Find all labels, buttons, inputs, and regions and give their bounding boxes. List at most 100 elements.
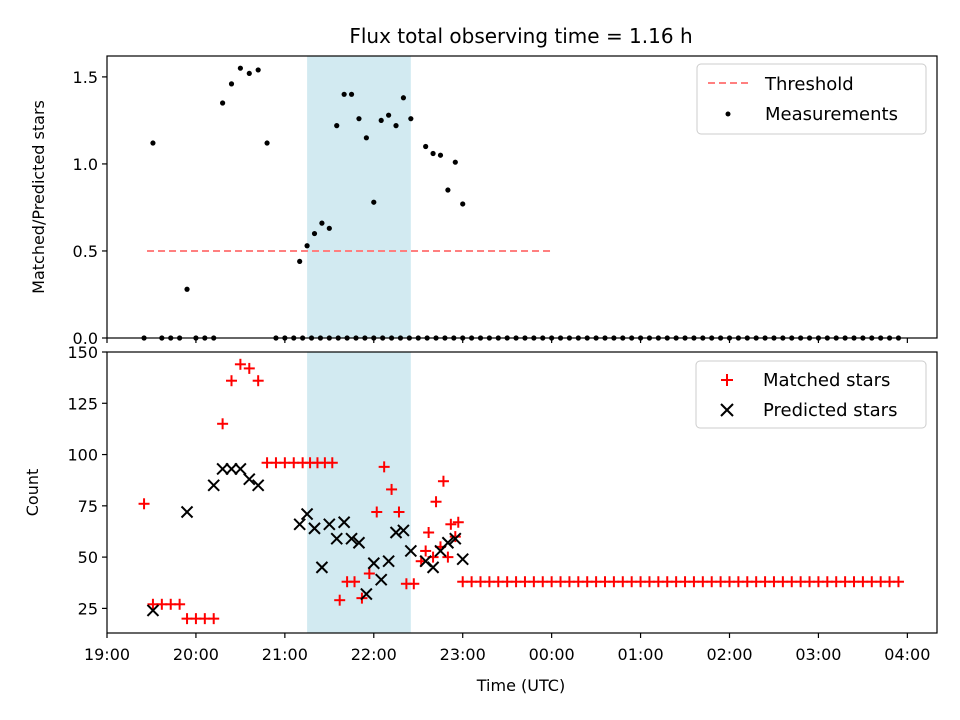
predicted-star-point <box>207 479 220 492</box>
x-tick-label: 01:00 <box>618 645 664 664</box>
predicted-star-point <box>404 544 418 558</box>
y-axis-label: Matched/Predicted stars <box>29 100 48 294</box>
matched-star-point <box>138 498 150 510</box>
measurement-point <box>460 201 466 207</box>
predicted-star-point <box>360 587 373 601</box>
x-tick-label: 19:00 <box>84 645 130 664</box>
legend-label-matched: Matched stars <box>763 370 890 391</box>
measurement-point <box>341 91 347 97</box>
matched-star-point <box>449 531 461 543</box>
predicted-star-point <box>441 536 455 549</box>
predicted-star-point <box>251 479 265 492</box>
highlight-span <box>307 352 411 633</box>
star-points <box>138 358 904 625</box>
measurement-point <box>393 123 399 129</box>
matched-star-point <box>217 418 229 430</box>
measurement-point <box>304 243 310 249</box>
matched-star-point <box>326 457 338 469</box>
plot-frame <box>106 55 938 339</box>
measurement-point <box>437 152 444 158</box>
x-tick-label: 02:00 <box>706 645 752 664</box>
matched-star-point <box>423 526 435 538</box>
plot-frame <box>106 351 938 634</box>
legend-label-predicted: Predicted stars <box>763 400 897 421</box>
predicted-star-point <box>337 516 351 529</box>
chart-title: Flux total observing time = 1.16 h <box>349 24 692 48</box>
y-tick-label: 1.0 <box>73 155 98 174</box>
x-tick-label: 20:00 <box>173 645 219 664</box>
matched-star-point <box>430 496 442 508</box>
matched-star-point <box>371 506 383 518</box>
matched-star-point <box>378 461 390 473</box>
predicted-star-point <box>300 507 314 521</box>
legend: Matched stars Predicted stars <box>695 360 927 429</box>
predicted-star-point <box>323 518 336 531</box>
measurement-point <box>452 159 458 165</box>
measurement-point <box>319 220 325 226</box>
legend-swatch-matched <box>721 374 733 386</box>
matched-star-point <box>437 475 449 487</box>
measurement-point <box>445 187 451 193</box>
legend-label-measurements: Measurements <box>765 104 898 125</box>
predicted-star-point <box>216 462 229 476</box>
measurement-point <box>408 116 414 122</box>
measurement-point <box>348 91 355 97</box>
matched-star-point <box>452 516 464 528</box>
matched-star-point <box>420 545 432 557</box>
predicted-star-point <box>225 462 238 476</box>
predicted-star-point <box>449 532 462 545</box>
predicted-star-point <box>345 532 358 545</box>
y-tick-label: 75 <box>78 497 98 516</box>
y-tick-label: 125 <box>67 394 98 413</box>
matched-star-point <box>243 362 255 374</box>
x-tick-label: 03:00 <box>795 645 841 664</box>
measurement-point <box>378 117 384 124</box>
predicted-star-point <box>389 526 403 539</box>
y-tick-label: 0.0 <box>73 329 98 348</box>
measurement-point <box>264 140 270 146</box>
matched-star-point <box>386 483 398 495</box>
matched-star-point <box>408 578 420 590</box>
measurement-point <box>326 225 332 231</box>
predicted-star-point <box>180 505 194 519</box>
predicted-star-point <box>374 573 388 586</box>
measurement-point <box>400 95 407 101</box>
predicted-star-point <box>330 532 343 545</box>
y-tick-label: 1.5 <box>73 68 98 87</box>
y-tick-label: 50 <box>78 548 98 567</box>
measurement-point <box>363 135 369 141</box>
legend-swatch-measurements <box>725 111 731 117</box>
y-axis-label: Count <box>23 469 42 517</box>
measurement-point <box>220 100 226 106</box>
measurement-point <box>255 67 261 73</box>
measurement-point <box>371 199 377 205</box>
predicted-star-point <box>456 552 469 566</box>
matched-star-point <box>363 568 375 580</box>
predicted-star-point <box>293 518 306 531</box>
measurement-point <box>228 81 235 87</box>
count-panel: 25 50 75 100 125 150 19:00 20:00 21:00 22:00 23:00… <box>23 343 938 695</box>
measurement-point <box>386 112 392 118</box>
measurement-point <box>423 143 429 150</box>
x-tick-label: 21:00 <box>262 645 308 664</box>
x-tick-label: 23:00 <box>440 645 486 664</box>
measurement-point <box>430 150 436 157</box>
legend-swatch-predicted <box>720 403 734 417</box>
predicted-star-point <box>352 536 366 549</box>
legend-frame <box>696 63 927 135</box>
predicted-star-point <box>426 561 440 574</box>
measurement-point <box>297 258 303 265</box>
y-tick-label: 25 <box>78 599 98 618</box>
legend: Threshold Measurements <box>696 63 927 135</box>
measurement-point <box>356 116 362 122</box>
measurement-point <box>150 140 156 146</box>
y-tick-label: 100 <box>67 446 98 465</box>
y-tick-label: 150 <box>67 343 98 362</box>
matched-star-point <box>349 576 361 588</box>
x-tick-label: 04:00 <box>884 645 930 664</box>
measurement-point <box>311 230 318 237</box>
predicted-star-point <box>367 557 380 570</box>
matched-star-point <box>393 506 405 518</box>
legend-frame <box>695 360 927 429</box>
